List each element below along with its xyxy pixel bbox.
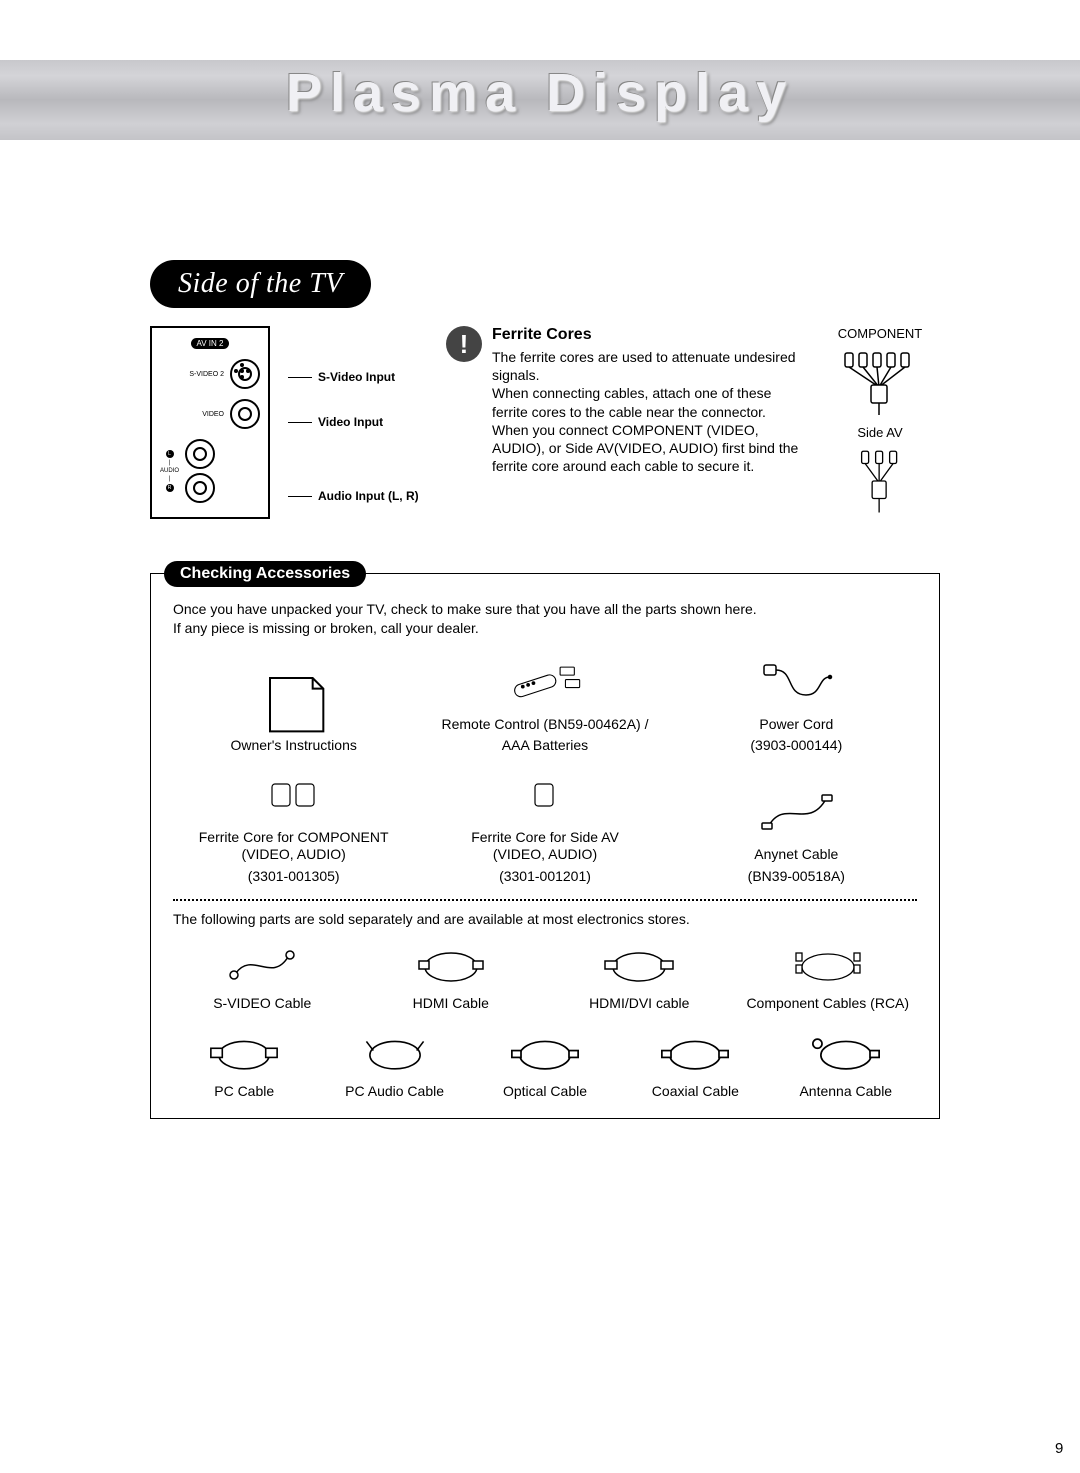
cable-icon <box>788 939 868 991</box>
acc-label: Component Cables (RCA) <box>746 995 909 1013</box>
cable-icon <box>655 1027 735 1079</box>
warning-icon: ! <box>446 326 482 362</box>
separately-row-5: PC Cable PC Audio Cable Optical Cable Co… <box>173 1027 917 1101</box>
acc-hdmi-cable: HDMI Cable <box>362 939 541 1013</box>
separately-row-4: S-VIDEO Cable HDMI Cable HDMI/DVI cable … <box>173 939 917 1013</box>
ferrite-heading: Ferrite Cores <box>492 326 810 344</box>
acc-label: Antenna Cable <box>799 1083 892 1101</box>
accessories-box: Once you have unpacked your TV, check to… <box>150 573 940 1119</box>
tv-side-panel: AV IN 2 S-VIDEO 2 VIDEO L | AUDIO | R <box>150 326 270 519</box>
acc-part: (3301-001305) <box>248 868 340 886</box>
cable-icon <box>411 939 491 991</box>
cable-icon <box>806 1027 886 1079</box>
cable-icon <box>505 1027 585 1079</box>
video-port-label: VIDEO <box>160 411 224 418</box>
acc-label: Remote Control (BN59-00462A) / <box>441 716 648 734</box>
label-video-input: Video Input <box>288 415 428 429</box>
acc-pc-audio-cable: PC Audio Cable <box>323 1027 465 1101</box>
acc-optical-cable: Optical Cable <box>474 1027 616 1101</box>
accessories-section: Checking Accessories Once you have unpac… <box>150 547 940 1119</box>
acc-ferrite-sideav: Ferrite Core for Side AV (VIDEO, AUDIO) … <box>424 765 665 886</box>
sideav-cable-icon <box>835 446 925 516</box>
acc-label: PC Cable <box>214 1083 274 1101</box>
acc-part: (3301-001201) <box>499 868 591 886</box>
acc-label: HDMI/DVI cable <box>589 995 689 1013</box>
acc-label: Optical Cable <box>503 1083 587 1101</box>
acc-label: Ferrite Core for Side AV (VIDEO, AUDIO) <box>471 829 619 864</box>
acc-svideo-cable: S-VIDEO Cable <box>173 939 352 1013</box>
component-cable-illus: COMPONENT <box>820 326 940 417</box>
svideo-port-icon <box>230 359 260 389</box>
ferrite-body: The ferrite cores are used to attenuate … <box>492 348 810 475</box>
cable-icon <box>599 939 679 991</box>
section-title-pill: Side of the TV <box>150 260 371 308</box>
acc-remote: Remote Control (BN59-00462A) / AAA Batte… <box>424 652 665 755</box>
acc-anynet-cable: Anynet Cable (BN39-00518A) <box>676 782 917 885</box>
included-grid: Owner's Instructions Remote Control (BN5… <box>173 652 917 886</box>
acc-label: PC Audio Cable <box>345 1083 444 1101</box>
page-header-title: Plasma Display <box>0 62 1080 124</box>
acc-part: (BN39-00518A) <box>748 868 845 886</box>
acc-part: AAA Batteries <box>502 737 588 755</box>
acc-label: Power Cord <box>759 716 833 734</box>
tv-side-row: AV IN 2 S-VIDEO 2 VIDEO L | AUDIO | R <box>150 326 940 519</box>
cable-icon <box>204 1027 284 1079</box>
acc-ferrite-component: Ferrite Core for COMPONENT (VIDEO, AUDIO… <box>173 765 414 886</box>
accessories-title-pill: Checking Accessories <box>164 561 366 587</box>
ferrite-text: Ferrite Cores The ferrite cores are used… <box>492 326 810 519</box>
cable-icon <box>222 939 302 991</box>
acc-label: HDMI Cable <box>413 995 489 1013</box>
accessories-intro: Once you have unpacked your TV, check to… <box>173 600 917 638</box>
sideav-cable-illus: Side AV <box>820 425 940 516</box>
acc-label: Ferrite Core for COMPONENT (VIDEO, AUDIO… <box>199 829 389 864</box>
manual-icon <box>254 673 334 733</box>
cable-icon <box>355 1027 435 1079</box>
anynet-cable-icon <box>756 782 836 842</box>
audio-port-label: L | AUDIO | R <box>160 450 179 492</box>
acc-component-cables: Component Cables (RCA) <box>739 939 918 1013</box>
svideo-port-row: S-VIDEO 2 <box>160 359 260 389</box>
svideo-port-label: S-VIDEO 2 <box>160 371 224 378</box>
audio-r-port-icon <box>185 473 215 503</box>
page-number: 9 <box>1055 1440 1063 1457</box>
acc-coaxial-cable: Coaxial Cable <box>624 1027 766 1101</box>
audio-l-dot: L <box>166 450 174 458</box>
acc-power-cord: Power Cord (3903-000144) <box>676 652 917 755</box>
dotted-separator <box>173 899 917 901</box>
acc-part: (3903-000144) <box>750 737 842 755</box>
audio-port-row: L | AUDIO | R <box>160 439 260 503</box>
audio-r-dot: R <box>166 484 174 492</box>
acc-pc-cable: PC Cable <box>173 1027 315 1101</box>
acc-hdmidvi-cable: HDMI/DVI cable <box>550 939 729 1013</box>
ferrite-core-icon <box>505 765 585 825</box>
tv-port-labels: S-Video Input Video Input Audio Input (L… <box>288 326 428 519</box>
label-audio-input: Audio Input (L, R) <box>288 489 428 503</box>
audio-text: AUDIO <box>160 468 179 474</box>
separately-note: The following parts are sold separately … <box>173 911 917 927</box>
acc-label: Owner's Instructions <box>230 737 356 755</box>
ferrite-core-icon <box>254 765 334 825</box>
acc-antenna-cable: Antenna Cable <box>775 1027 917 1101</box>
sideav-label: Side AV <box>857 425 902 440</box>
av-in-badge: AV IN 2 <box>191 338 230 349</box>
component-label: COMPONENT <box>838 326 923 341</box>
acc-label: Anynet Cable <box>754 846 838 864</box>
power-cord-icon <box>756 652 836 712</box>
acc-label: Coaxial Cable <box>652 1083 739 1101</box>
acc-label: S-VIDEO Cable <box>213 995 311 1013</box>
page-content: Side of the TV AV IN 2 S-VIDEO 2 VIDEO L… <box>150 260 940 1119</box>
remote-icon <box>505 652 585 712</box>
video-port-row: VIDEO <box>160 399 260 429</box>
video-port-icon <box>230 399 260 429</box>
acc-owners-instructions: Owner's Instructions <box>173 673 414 755</box>
component-cable-icon <box>835 347 925 417</box>
ferrite-block: ! Ferrite Cores The ferrite cores are us… <box>446 326 940 519</box>
ferrite-illustrations: COMPONENT Side AV <box>820 326 940 519</box>
label-svideo-input: S-Video Input <box>288 370 428 384</box>
audio-l-port-icon <box>185 439 215 469</box>
